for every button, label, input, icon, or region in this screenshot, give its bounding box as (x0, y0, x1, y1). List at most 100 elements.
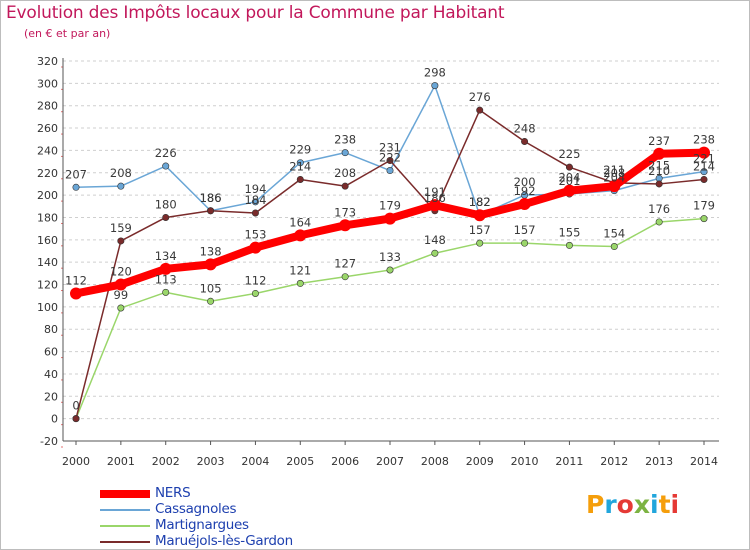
legend-label: NERS (155, 485, 191, 501)
data-label: 298 (424, 66, 446, 80)
brand-letter: P (586, 490, 605, 519)
brand-letter: o (616, 490, 634, 519)
data-label: 179 (693, 199, 715, 213)
data-point (476, 106, 484, 114)
x-tick-label: 2000 (62, 455, 90, 468)
data-label: 127 (334, 257, 356, 271)
data-point (521, 137, 529, 145)
data-label: 186 (200, 191, 222, 205)
data-point (162, 288, 170, 296)
data-point (386, 167, 394, 175)
x-tick-label: 2012 (600, 455, 628, 468)
data-label: 221 (693, 152, 715, 166)
data-label: 176 (648, 202, 670, 216)
brand-letter: x (633, 490, 650, 519)
data-point (521, 239, 529, 247)
data-label: 238 (693, 133, 715, 147)
data-label: 231 (379, 140, 401, 154)
data-label: 248 (514, 121, 536, 135)
data-label: 238 (334, 133, 356, 147)
data-point (384, 212, 396, 225)
data-label: 159 (110, 221, 132, 235)
data-point (655, 180, 663, 188)
data-point (72, 183, 80, 191)
y-tick-label: 320 (37, 55, 58, 68)
legend-swatch (100, 525, 150, 527)
data-label: 133 (379, 250, 401, 264)
data-label: 226 (155, 146, 177, 160)
y-tick-label: 0 (51, 413, 58, 426)
y-tick-label: 140 (37, 256, 58, 269)
x-tick-label: 2007 (376, 455, 404, 468)
data-point (341, 182, 349, 190)
data-point (207, 297, 215, 305)
x-tick-label: 2004 (241, 455, 269, 468)
data-point (386, 266, 394, 274)
data-point (700, 215, 708, 223)
data-point (207, 207, 215, 215)
data-point (117, 182, 125, 190)
data-point (655, 218, 663, 226)
data-point (117, 304, 125, 312)
data-point (251, 209, 259, 217)
proxiti-logo[interactable]: Proxiti (586, 490, 679, 519)
data-label: 182 (469, 195, 491, 209)
data-point (162, 213, 170, 221)
data-point (653, 147, 666, 160)
y-tick-label: 80 (44, 323, 58, 336)
x-tick-label: 2001 (107, 455, 135, 468)
data-label: 112 (65, 273, 87, 287)
x-tick-label: 2010 (511, 455, 539, 468)
data-label: 208 (334, 166, 356, 180)
data-point (565, 163, 573, 171)
x-tick-label: 2009 (466, 455, 494, 468)
legend-swatch (100, 541, 150, 543)
x-tick-label: 2003 (197, 455, 225, 468)
data-label: 191 (424, 185, 446, 199)
x-tick-label: 2013 (645, 455, 673, 468)
data-point (162, 162, 170, 170)
data-label: 276 (469, 90, 491, 104)
data-point (296, 175, 304, 183)
data-label: 204 (558, 171, 580, 185)
x-tick-label: 2002 (152, 455, 180, 468)
data-label: 194 (244, 182, 266, 196)
legend-label: Maruéjols-lès-Gardon (155, 533, 293, 549)
data-point (159, 262, 172, 275)
data-point (294, 229, 307, 242)
data-point (428, 199, 441, 212)
data-label: 237 (648, 134, 670, 148)
data-point (700, 168, 708, 176)
data-label: 154 (603, 227, 625, 241)
y-tick-label: 200 (37, 189, 58, 202)
data-point (431, 82, 439, 90)
data-point (339, 219, 352, 232)
data-label: 179 (379, 199, 401, 213)
data-label: 211 (603, 163, 625, 177)
data-label: 210 (648, 164, 670, 178)
y-tick-label: 60 (44, 346, 58, 359)
data-point (431, 249, 439, 257)
data-label: 214 (693, 159, 715, 173)
data-label: 0 (72, 399, 79, 413)
data-label: 105 (200, 281, 222, 295)
brand-letter: i (670, 490, 680, 519)
data-point (698, 146, 710, 159)
data-point (386, 156, 394, 164)
data-point (72, 415, 80, 423)
data-label: 184 (244, 193, 266, 207)
data-label: 180 (155, 197, 177, 211)
y-tick-label: 40 (44, 368, 58, 381)
data-label: 222 (379, 151, 401, 165)
data-point (473, 209, 486, 222)
data-label: 225 (558, 147, 580, 161)
data-label: 200 (514, 175, 536, 189)
data-label: 155 (558, 225, 580, 239)
data-label: 148 (424, 233, 446, 247)
data-label: 229 (289, 143, 311, 157)
data-label: 134 (155, 249, 177, 263)
x-tick-label: 2008 (421, 455, 449, 468)
data-label: 204 (603, 171, 625, 185)
brand-letter: i (650, 490, 659, 519)
